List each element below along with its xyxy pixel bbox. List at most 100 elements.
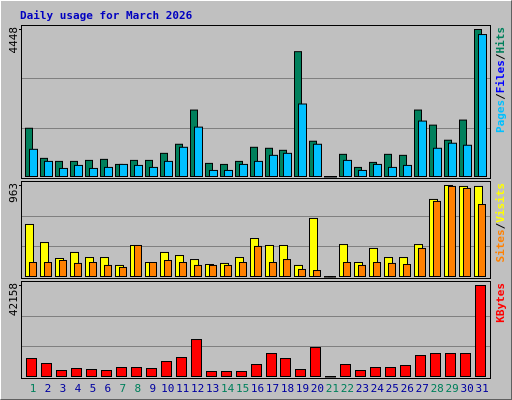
bar xyxy=(385,367,396,377)
bar xyxy=(373,163,382,178)
bar xyxy=(298,103,307,177)
bar xyxy=(358,264,366,277)
plot-area xyxy=(21,281,491,379)
bar xyxy=(373,262,381,277)
bar xyxy=(266,353,277,377)
bar xyxy=(403,164,412,178)
x-tick-label: 24 xyxy=(371,382,385,395)
bar xyxy=(236,371,247,378)
bar xyxy=(475,285,486,377)
bar xyxy=(161,361,172,378)
x-tick-label: 10 xyxy=(161,382,174,395)
bar xyxy=(41,363,52,377)
x-tick-label: 29 xyxy=(446,382,459,395)
x-tick-label: 4 xyxy=(75,382,82,395)
bar xyxy=(239,163,248,178)
bar xyxy=(269,154,278,178)
bar xyxy=(445,353,456,377)
bar xyxy=(418,247,426,278)
legend-separator: / xyxy=(494,222,507,229)
bar xyxy=(149,262,157,277)
bar xyxy=(194,264,202,277)
bar xyxy=(463,187,471,277)
x-tick-label: 31 xyxy=(475,382,488,395)
x-tick-label: 11 xyxy=(176,382,189,395)
bar xyxy=(343,159,352,177)
bar xyxy=(224,264,232,277)
x-tick-label: 23 xyxy=(356,382,369,395)
legend-entry: Pages xyxy=(494,100,507,133)
bar xyxy=(116,367,127,377)
bar xyxy=(104,166,113,178)
bar xyxy=(343,262,351,277)
bar xyxy=(59,259,67,278)
bar xyxy=(478,204,486,278)
x-tick-label: 3 xyxy=(60,382,67,395)
bar xyxy=(415,355,426,377)
bar xyxy=(478,34,487,177)
bar xyxy=(388,166,397,178)
bar xyxy=(209,264,217,277)
bar xyxy=(59,167,68,178)
x-tick-label: 19 xyxy=(296,382,309,395)
bar xyxy=(313,143,322,177)
legend: KBytes xyxy=(494,283,507,323)
bar xyxy=(224,169,233,178)
bar xyxy=(74,262,82,278)
bar xyxy=(358,169,367,178)
x-tick-label: 2 xyxy=(45,382,52,395)
bar xyxy=(418,120,427,177)
legend-entry: Sites xyxy=(494,229,507,262)
bar xyxy=(295,369,306,378)
x-tick-label: 14 xyxy=(221,382,235,395)
x-tick-label: 22 xyxy=(341,382,354,395)
bar xyxy=(325,376,336,378)
x-tick-label: 7 xyxy=(120,382,127,395)
bar xyxy=(340,364,351,377)
y-tick-label: 963 xyxy=(7,183,20,203)
x-tick-label: 8 xyxy=(134,382,141,395)
bar xyxy=(433,200,441,278)
x-tick-label: 15 xyxy=(236,382,249,395)
x-tick-label: 13 xyxy=(206,382,219,395)
bar xyxy=(328,276,336,278)
bar xyxy=(149,166,158,178)
bar xyxy=(71,368,82,378)
legend-entry: Hits xyxy=(494,27,507,54)
x-tick-label: 20 xyxy=(311,382,324,395)
x-tick-label: 12 xyxy=(191,382,204,395)
bar xyxy=(403,264,411,277)
bar xyxy=(370,367,381,377)
x-tick-label: 1 xyxy=(30,382,37,395)
bar xyxy=(310,347,321,377)
bar xyxy=(448,142,457,178)
bar xyxy=(56,370,67,378)
bar xyxy=(194,126,203,177)
bar xyxy=(251,364,262,377)
legend-entry: KBytes xyxy=(494,283,507,323)
x-tick-label: 16 xyxy=(251,382,264,395)
y-tick-label: 42158 xyxy=(7,283,20,316)
bar xyxy=(44,262,52,277)
bar xyxy=(313,270,321,278)
x-tick-label: 6 xyxy=(105,382,112,395)
bar xyxy=(86,369,97,378)
x-tick-label: 9 xyxy=(149,382,156,395)
bar xyxy=(146,368,157,378)
bar xyxy=(460,353,471,377)
bar xyxy=(179,262,187,277)
bar xyxy=(179,146,188,177)
bar xyxy=(400,365,411,377)
bar xyxy=(355,370,366,378)
bar xyxy=(131,367,142,377)
bar xyxy=(328,176,337,178)
legend-entry: Files xyxy=(494,60,507,93)
bar xyxy=(280,358,291,378)
legend-separator: / xyxy=(494,93,507,100)
bar xyxy=(134,164,143,178)
bar xyxy=(221,371,232,378)
bar xyxy=(29,148,38,177)
bar xyxy=(104,264,112,277)
